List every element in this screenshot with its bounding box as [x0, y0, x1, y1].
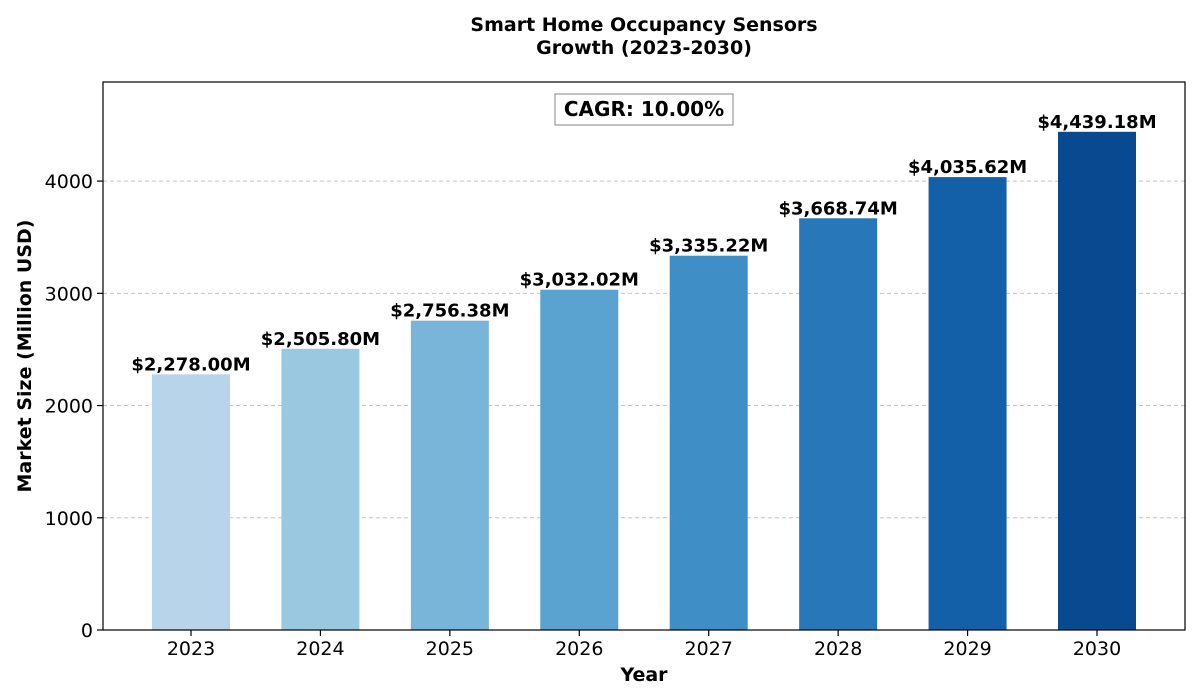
x-tick-label-2025: 2025: [426, 638, 474, 660]
x-tick-label-2029: 2029: [943, 638, 991, 660]
x-axis-ticks: 2023 2024 2025 2026 2027 2028 2029 2030: [167, 630, 1121, 660]
x-tick-label-2027: 2027: [685, 638, 733, 660]
y-tick-label: 3000: [45, 283, 93, 305]
chart-title-line-1: Smart Home Occupancy Sensors: [470, 14, 817, 36]
y-tick-label: 2000: [45, 396, 93, 418]
y-tick-label: 0: [81, 620, 93, 642]
x-tick-label-2024: 2024: [296, 638, 344, 660]
chart-title-line-2: Growth (2023-2030): [536, 37, 752, 59]
x-axis-label: Year: [619, 664, 668, 686]
grid: [103, 180, 1185, 519]
x-tick-label-2030: 2030: [1073, 638, 1121, 660]
bar-2024: [281, 348, 360, 630]
bar-2030: [1058, 131, 1136, 631]
chart-title: Smart Home Occupancy Sensors Growth (202…: [470, 14, 817, 59]
bar-2027: [669, 255, 748, 630]
bar-2028: [799, 218, 878, 630]
data-label-2025: $2,756.38M: [390, 301, 509, 322]
bar-2029: [928, 177, 1007, 630]
plot-frame: [102, 81, 1186, 631]
bar-2026: [540, 289, 619, 630]
data-labels: $2,278.00M $2,505.80M $2,756.38M $3,032.02M…: [131, 112, 1156, 376]
cagr-annotation-box: [554, 93, 734, 126]
bars: [152, 131, 1136, 631]
x-tick-label-2023: 2023: [167, 638, 215, 660]
data-label-2024: $2,505.80M: [261, 329, 380, 350]
y-axis-label: Market Size (Million USD): [14, 220, 36, 493]
bar-2023: [152, 374, 230, 630]
x-tick-label-2028: 2028: [814, 638, 862, 660]
data-label-2023: $2,278.00M: [131, 354, 250, 375]
data-label-2026: $3,032.02M: [520, 270, 639, 291]
data-label-2027: $3,335.22M: [649, 236, 768, 257]
data-label-2028: $3,668.74M: [779, 198, 898, 219]
data-label-2030: $4,439.18M: [1037, 112, 1156, 133]
cagr-annotation: CAGR: 10.00%: [554, 93, 734, 126]
y-tick-label: 4000: [45, 171, 93, 193]
y-tick-label: 1000: [45, 508, 93, 530]
data-label-2029: $4,035.62M: [908, 157, 1027, 178]
bar-2025: [410, 320, 489, 630]
cagr-annotation-text: CAGR: 10.00%: [564, 97, 724, 121]
x-tick-label-2026: 2026: [555, 638, 603, 660]
y-axis-ticks: 0 1000 2000 3000 4000: [45, 171, 103, 642]
